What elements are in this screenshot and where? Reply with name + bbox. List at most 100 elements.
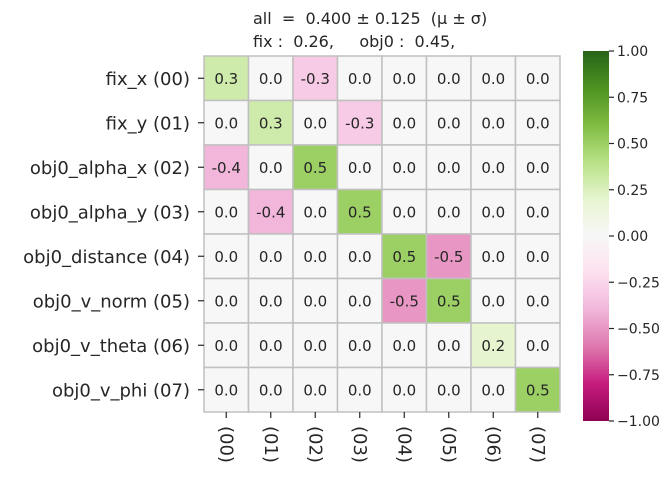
cell-value-label: 0.0 [392,70,416,88]
cell-value-label: 0.0 [348,292,372,310]
heatmap-cell [514,322,561,369]
cell-value-label: 0.0 [303,114,327,132]
heatmap-cell [292,366,339,413]
cell-value-label: -0.4 [212,159,241,177]
cell-value-label: 0.0 [259,159,283,177]
cell-value-label: 0.0 [259,381,283,399]
cell-value-label: 0.0 [303,203,327,221]
cell-value-label: 0.0 [392,159,416,177]
cell-value-label: 0.0 [481,248,505,266]
colorbar-tick-label: −0.75 [617,368,660,384]
chart-title-line-1: all = 0.400 ± 0.125 (μ ± σ) [253,9,488,28]
row-tick-label: obj0_v_phi (07) [52,380,190,401]
cell-value-label: 0.0 [303,381,327,399]
heatmap-cell [203,366,250,413]
cell-value-label: 0.0 [526,292,550,310]
cell-value-label: 0.2 [481,337,505,355]
cell-value-label: 0.0 [437,70,461,88]
cell-value-label: 0.0 [348,159,372,177]
cell-value-label: 0.0 [214,381,238,399]
heatmap-cell [292,233,339,280]
cell-value-label: 0.0 [392,203,416,221]
cell-value-label: 0.0 [526,248,550,266]
row-tick-label: fix_y (01) [106,113,190,134]
heatmap-cell [470,99,517,146]
cell-value-label: -0.3 [345,114,374,132]
heatmap-cell [336,144,383,191]
cell-value-label: 0.0 [214,337,238,355]
row-tick-label: obj0_alpha_x (02) [30,158,190,179]
col-tick-label: (07) [527,426,548,463]
row-tick-label: obj0_alpha_y (03) [30,202,190,223]
heatmap-cell [381,322,428,369]
cell-value-label: 0.0 [526,159,550,177]
col-tick-label: (04) [393,426,414,463]
heatmap-cell [514,366,561,413]
cell-value-label: 0.0 [437,203,461,221]
heatmap-cell [203,233,250,280]
col-tick-label: (03) [349,426,370,463]
heatmap-cell [336,277,383,324]
cell-value-label: 0.0 [303,248,327,266]
cell-value-label: 0.0 [481,203,505,221]
row-tick-label: obj0_v_theta (06) [32,336,190,357]
cell-value-label: -0.5 [390,292,419,310]
row-tick-label: obj0_v_norm (05) [33,291,190,312]
cell-value-label: 0.5 [348,203,372,221]
colorbar-tick-label: −0.50 [617,322,660,338]
colorbar-tick-label: 0.00 [617,229,648,245]
row-tick-label: obj0_distance (04) [23,247,190,268]
cell-value-label: 0.0 [214,203,238,221]
cell-value-label: 0.0 [214,114,238,132]
cell-value-label: 0.0 [526,70,550,88]
col-tick-label: (02) [304,426,325,463]
colorbar-gradient [583,51,609,421]
heatmap-cell [514,144,561,191]
colorbar-tick-label: −0.25 [617,275,660,291]
colorbar-tick-label: 0.50 [617,137,648,153]
cell-value-label: 0.0 [214,292,238,310]
heatmap-cell [336,233,383,280]
heatmap-cell [247,322,294,369]
cell-value-label: 0.0 [481,70,505,88]
heatmap-cell [470,55,517,102]
cell-value-label: 0.0 [437,381,461,399]
heatmap-cell [470,322,517,369]
cell-value-label: 0.0 [348,70,372,88]
heatmap-cell [203,188,250,235]
cell-value-label: 0.0 [303,337,327,355]
cell-value-label: -0.3 [301,70,330,88]
col-tick-label: (00) [215,426,236,463]
heatmap-cell [514,55,561,102]
heatmap-cell [514,188,561,235]
cell-value-label: 0.0 [348,248,372,266]
cell-value-label: 0.0 [526,114,550,132]
col-tick-label: (01) [260,426,281,463]
cell-value-label: 0.5 [303,159,327,177]
col-tick-label: (06) [482,426,503,463]
cell-value-label: 0.5 [526,381,550,399]
cell-value-label: 0.0 [214,248,238,266]
cell-value-label: 0.0 [437,114,461,132]
cell-value-label: 0.0 [392,337,416,355]
cell-value-label: 0.0 [259,337,283,355]
heatmap-cell [425,188,472,235]
cell-value-label: -0.5 [434,248,463,266]
cell-value-label: 0.5 [437,292,461,310]
heatmap-cell [514,233,561,280]
cell-value-label: 0.3 [214,70,238,88]
col-tick-label: (05) [438,426,459,463]
colorbar-tick-label: 0.25 [617,183,648,199]
heatmap-cell [247,144,294,191]
cell-value-label: 0.0 [481,381,505,399]
heatmap-cell [425,366,472,413]
cell-value-label: 0.0 [303,292,327,310]
heatmap-cell [203,322,250,369]
heatmap-cell [247,366,294,413]
cell-value-label: 0.0 [481,159,505,177]
cell-value-label: 0.0 [348,381,372,399]
cell-value-label: 0.0 [526,337,550,355]
heatmap-cell [247,55,294,102]
heatmap-cell [425,99,472,146]
